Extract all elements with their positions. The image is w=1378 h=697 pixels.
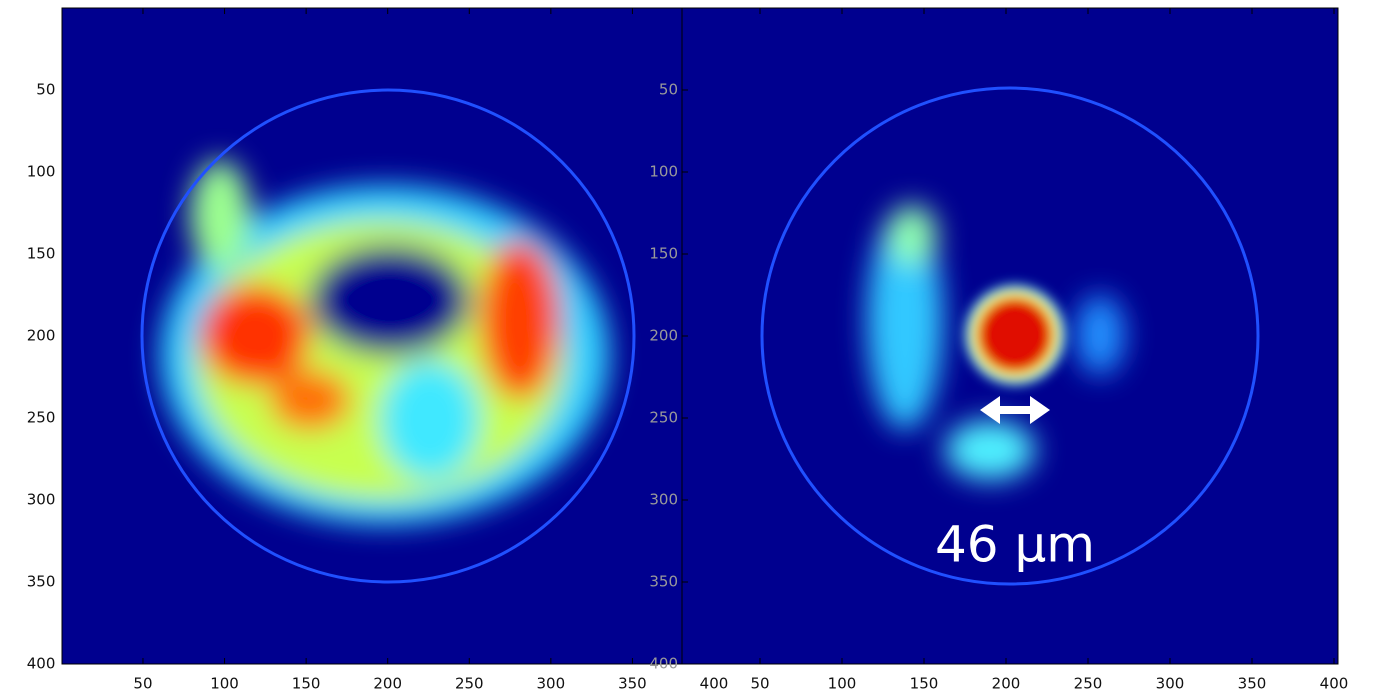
figure: 5010015020025030035040050100150200250300… [0,0,1378,697]
x-tick-label: 100 [210,675,239,693]
y-tick-label: 100 [649,163,678,181]
annotation: 46 μm [935,516,1095,574]
x-ticks: 50 100 150 200 250 300 350 400 [750,675,1348,693]
x-tick-label: 50 [750,675,769,693]
x-tick-label: 300 [537,675,566,693]
y-tick-label: 200 [649,327,678,345]
y-tick-label: 400 [649,655,678,673]
y-tick-label: 250 [649,409,678,427]
x-tick-label: 350 [1238,675,1267,693]
x-tick-label: 350 [618,675,647,693]
y-tick-label: 350 [649,573,678,591]
y-tick-label: 150 [649,245,678,263]
y-tick-label: 50 [36,81,55,99]
right-panel: 46 μm 50 100 150 200 250 300 350 400 50 100 150 200… [649,8,1348,693]
x-tick-label: 200 [373,675,402,693]
y-tick-label: 50 [659,81,678,99]
x-tick-label: 150 [292,675,321,693]
x-tick-label: 150 [910,675,939,693]
x-tick-label: 250 [1074,675,1103,693]
y-tick-label: 300 [27,491,56,509]
y-tick-label: 250 [27,409,56,427]
x-tick-label: 400 [700,675,729,693]
y-tick-label: 350 [27,573,56,591]
ticks: 50 100 150 200 250 300 350 400 [27,81,56,673]
y-tick-label: 400 [27,655,56,673]
x-tick-label: 100 [828,675,857,693]
y-tick-label: 150 [27,245,56,263]
x-tick-label: 300 [1156,675,1185,693]
x-tick-label: 400 [1320,675,1349,693]
x-tick-label: 200 [992,675,1021,693]
x-tick-label: 250 [455,675,484,693]
y-tick-label: 300 [649,491,678,509]
y-tick-label: 200 [27,327,56,345]
y-tick-label: 100 [27,163,56,181]
x-ticks: 50 100 150 200 250 300 350 400 [133,675,728,693]
x-tick-label: 50 [133,675,152,693]
